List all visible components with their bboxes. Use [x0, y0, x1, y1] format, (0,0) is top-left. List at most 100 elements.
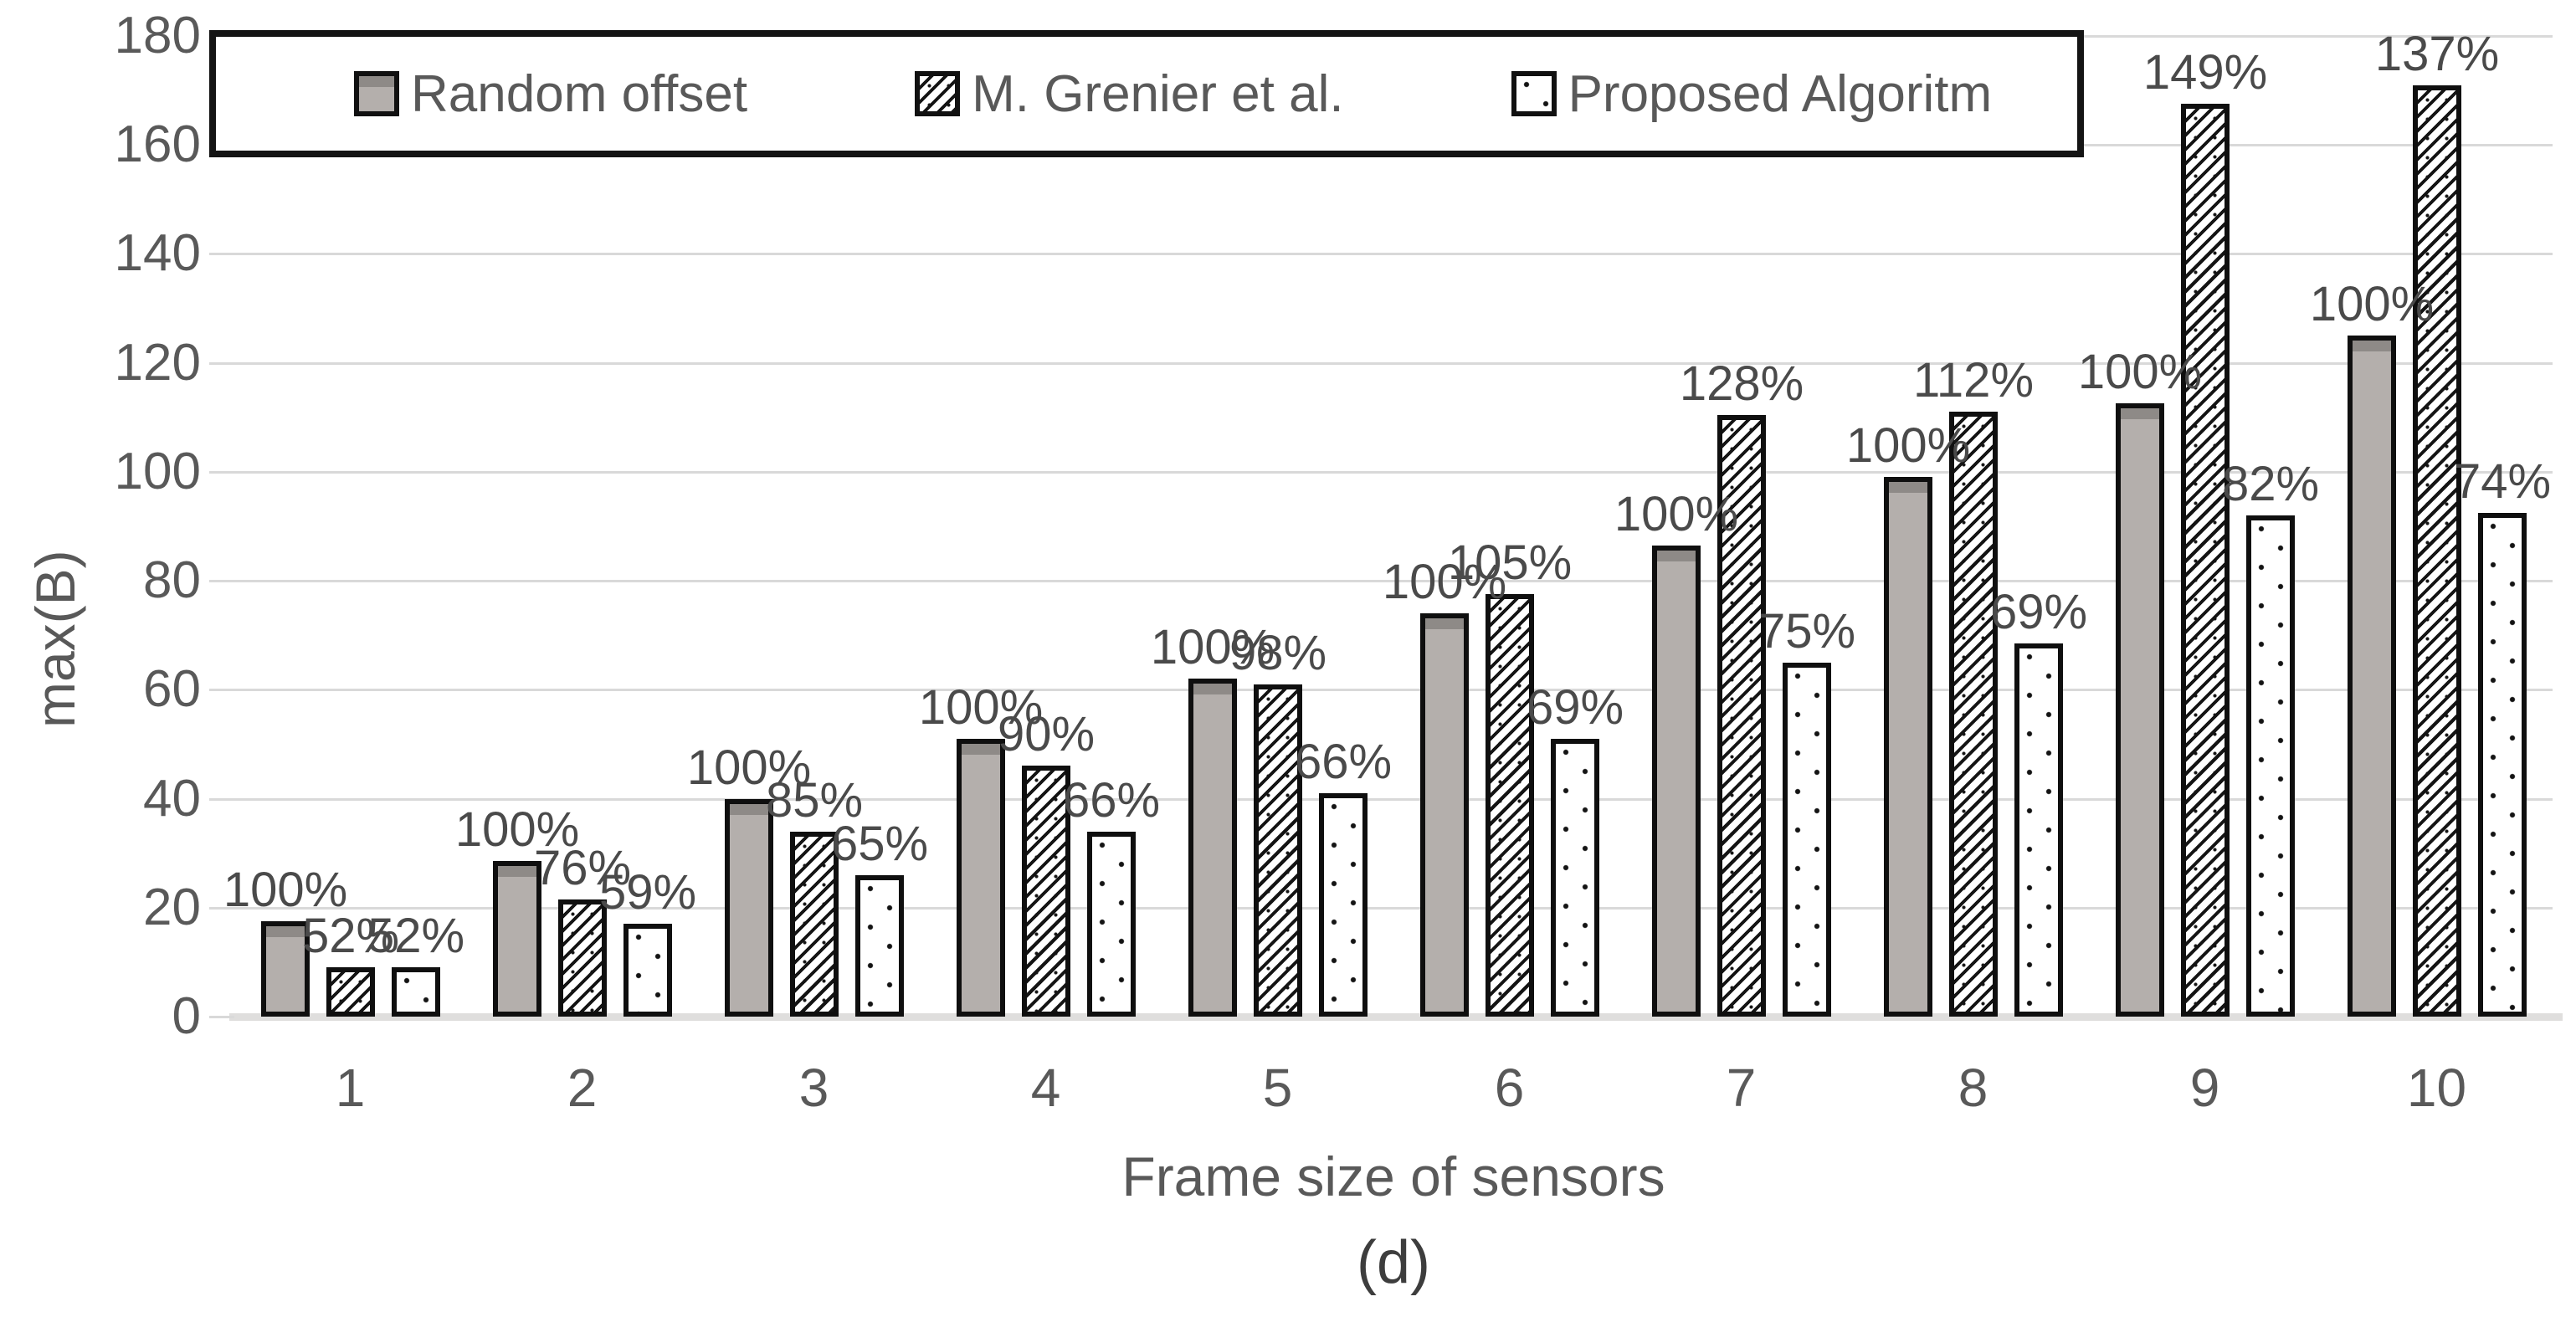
y-tick-label: 60 — [143, 660, 201, 719]
bar-proposed-algoritm-x6: 69% — [1527, 680, 1624, 1017]
dotted-white-swatch-icon — [1511, 71, 1557, 116]
x-tick-label: 2 — [567, 1058, 598, 1118]
y-axis-tick — [209, 797, 234, 801]
bar-m-grenier-et-al-x7: 128% — [1680, 356, 1804, 1017]
bar-random-offset-x9: 100% — [2078, 345, 2202, 1017]
gridline — [234, 253, 2553, 256]
bar-value-label: 75% — [1758, 604, 1856, 658]
y-axis-tick — [209, 361, 234, 365]
bar-m-grenier-et-al-x8: 112% — [1913, 353, 2034, 1017]
bar-value-label: 52% — [301, 909, 400, 963]
bar-value-label: 137% — [2374, 27, 2500, 81]
bar-value-label: 100% — [2077, 345, 2203, 399]
plot-area: 0 20 40 60 80 100 120 140 160 180 100% 52% 52% 1 100% 7… — [115, 7, 2563, 1118]
bar-proposed-algoritm-x1: 52% — [367, 909, 464, 1017]
bar-proposed-algoritm-x2: 59% — [599, 865, 696, 1017]
legend-item-m-grenier-et-al: M. Grenier et al. — [915, 64, 1344, 124]
bar-value-label: 100% — [918, 680, 1044, 735]
legend: Random offset M. Grenier et al. Proposed A… — [209, 30, 2084, 157]
bar-value-label: 100% — [223, 863, 348, 917]
bar-random-offset-x10: 100% — [2310, 277, 2434, 1017]
bar-random-offset-x2: 100% — [455, 802, 579, 1017]
bar-value-label: 65% — [830, 817, 929, 871]
gridline — [234, 470, 2553, 474]
y-tick-label: 140 — [114, 224, 201, 283]
x-tick-label: 1 — [335, 1058, 366, 1118]
bar-proposed-algoritm-x9: 82% — [2222, 457, 2319, 1017]
y-tick-label: 40 — [143, 769, 201, 828]
bar-value-label: 85% — [765, 773, 864, 828]
x-tick-label: 6 — [1494, 1058, 1525, 1118]
bar-random-offset-x6: 100% — [1383, 555, 1506, 1017]
bar-value-label: 100% — [686, 740, 812, 795]
bar-m-grenier-et-al-x1: 52% — [302, 909, 399, 1017]
bar-value-label: 90% — [997, 707, 1096, 761]
bar-random-offset-x3: 100% — [687, 740, 811, 1017]
diagonal-hatch-swatch-icon — [915, 71, 961, 116]
bar-random-offset-x7: 100% — [1614, 487, 1738, 1017]
bar-value-label: 66% — [1062, 773, 1161, 828]
y-axis-tick — [209, 580, 234, 583]
bar-value-label: 100% — [1382, 555, 1507, 609]
x-tick-label: 10 — [2406, 1058, 2467, 1118]
bar-proposed-algoritm-x4: 66% — [1063, 773, 1160, 1017]
legend-label: Proposed Algoritm — [1568, 64, 1993, 123]
bar-m-grenier-et-al-x10: 137% — [2375, 27, 2499, 1017]
gridline — [234, 361, 2553, 365]
x-tick-label: 5 — [1262, 1058, 1293, 1118]
x-tick-label: 9 — [2189, 1058, 2220, 1118]
y-tick-label: 160 — [114, 115, 201, 174]
gridline — [234, 689, 2553, 692]
legend-label: M. Grenier et al. — [972, 64, 1344, 123]
bar-value-label: 100% — [1150, 620, 1275, 674]
y-axis-tick — [209, 470, 234, 474]
bar-value-label: 149% — [2142, 45, 2268, 100]
bar-m-grenier-et-al-x4: 90% — [998, 707, 1095, 1017]
y-tick-label: 0 — [172, 987, 201, 1045]
bar-m-grenier-et-al-x2: 76% — [534, 841, 631, 1017]
bar-m-grenier-et-al-x5: 98% — [1229, 626, 1326, 1017]
y-tick-label: 100 — [114, 442, 201, 500]
bar-value-label: 66% — [1294, 735, 1393, 789]
bar-proposed-algoritm-x5: 66% — [1295, 735, 1392, 1017]
x-tick-label: 8 — [1958, 1058, 1988, 1118]
bar-proposed-algoritm-x7: 75% — [1758, 604, 1855, 1017]
gridline — [234, 906, 2553, 910]
bar-value-label: 100% — [1614, 487, 1739, 541]
bar-proposed-algoritm-x3: 65% — [831, 817, 928, 1017]
bar-m-grenier-et-al-x9: 149% — [2143, 45, 2267, 1017]
bar-value-label: 69% — [1526, 680, 1624, 735]
x-axis-title: Frame size of sensors — [1121, 1145, 1665, 1207]
bar-random-offset-x4: 100% — [919, 680, 1043, 1017]
figure-caption: (d) — [1357, 1229, 1430, 1296]
bar-value-label: 98% — [1229, 626, 1327, 680]
x-axis-line — [229, 1013, 2563, 1021]
y-axis-tick — [209, 689, 234, 692]
bar-m-grenier-et-al-x6: 105% — [1448, 536, 1572, 1017]
bar-value-label: 128% — [1679, 356, 1804, 411]
x-tick-label: 4 — [1030, 1058, 1061, 1118]
bar-value-label: 76% — [533, 841, 632, 895]
y-axis-tick — [209, 906, 234, 910]
bar-value-label: 52% — [367, 909, 465, 963]
bar-value-label: 59% — [598, 865, 697, 920]
legend-item-random-offset: Random offset — [354, 64, 747, 124]
y-tick-label: 180 — [114, 7, 201, 64]
bar-value-label: 100% — [1845, 418, 1971, 473]
legend-item-proposed-algoritm: Proposed Algoritm — [1511, 64, 1993, 124]
bar-random-offset-x8: 100% — [1846, 418, 1970, 1017]
gridline — [234, 580, 2553, 583]
bar-value-label: 74% — [2453, 454, 2552, 509]
bar-value-label: 82% — [2221, 457, 2320, 511]
bar-value-label: 100% — [454, 802, 580, 857]
gridline — [234, 797, 2553, 801]
bar-random-offset-x5: 100% — [1151, 620, 1275, 1017]
bar-random-offset-x1: 100% — [223, 863, 347, 1017]
bar-value-label: 112% — [1912, 353, 2035, 407]
legend-label: Random offset — [411, 64, 748, 123]
bar-m-grenier-et-al-x3: 85% — [766, 773, 863, 1017]
bar-proposed-algoritm-x8: 69% — [1990, 585, 2087, 1017]
bar-value-label: 100% — [2309, 277, 2435, 331]
y-tick-label: 80 — [143, 551, 201, 610]
